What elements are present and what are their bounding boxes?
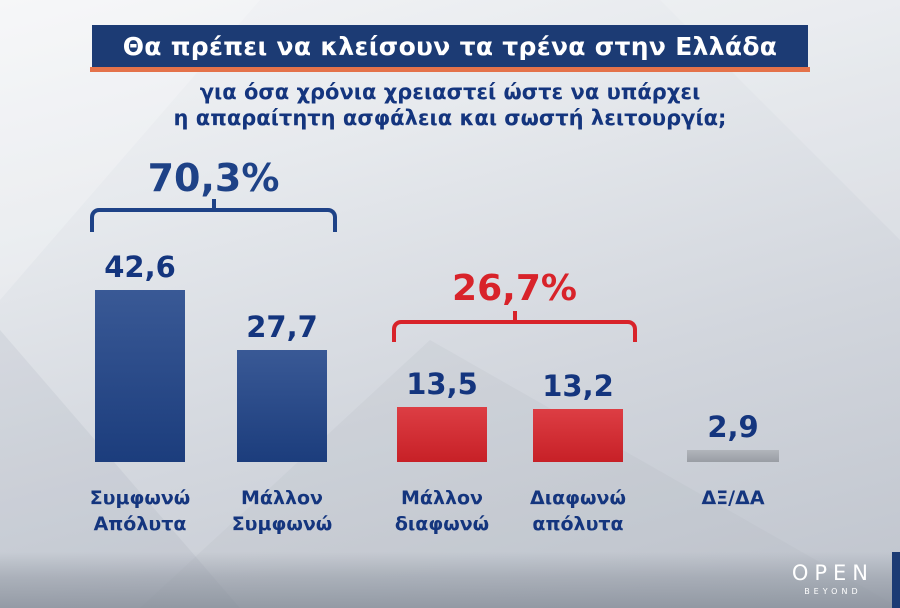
disagree-group-percentage: 26,7%: [452, 268, 577, 309]
category-line: Συμφωνώ: [89, 487, 191, 509]
bar-rather-disagree: [397, 407, 487, 462]
bar-value-label: 2,9: [707, 410, 759, 445]
category-line: διαφωνώ: [394, 512, 490, 535]
poll-subtitle-line2: η απαραίτητη ασφάλεια και σωστή λειτουργ…: [173, 106, 727, 130]
bar-rather-agree: [237, 349, 327, 462]
bar-column-disagree-absolutely: 13,2: [533, 368, 623, 462]
open-logo-tagline: BEYOND: [804, 587, 862, 596]
open-logo-text: OPEN: [791, 561, 874, 585]
bottom-band: [0, 552, 900, 608]
bar-dont-know: [687, 450, 779, 462]
category-line: Μάλλον: [240, 487, 323, 509]
bar-column-rather-agree: 27,7: [237, 310, 327, 462]
category-label-rather-agree: Μάλλον Συμφωνώ: [207, 486, 357, 537]
bar-value-label: 27,7: [246, 309, 318, 344]
bar-value-label: 42,6: [104, 249, 176, 284]
category-line: Απόλυτα: [93, 512, 187, 535]
channel-logo: OPEN BEYOND: [792, 561, 874, 596]
bar-column-rather-disagree: 13,5: [397, 367, 487, 462]
poll-subtitle-line1: για όσα χρόνια χρειαστεί ώστε να υπάρχει: [199, 80, 701, 104]
bracket-tick: [512, 311, 517, 324]
bar-column-agree-absolutely: 42,6: [95, 249, 185, 462]
agree-group-percentage: 70,3%: [147, 156, 280, 200]
category-line: Μάλλον: [400, 487, 483, 509]
category-line: ΔΞ/ΔΑ: [701, 487, 765, 509]
bar-column-dont-know: 2,9: [687, 410, 779, 462]
disagree-group-bracket: [392, 311, 637, 342]
category-line: Συμφωνώ: [231, 512, 333, 535]
bar-value-label: 13,2: [542, 368, 614, 403]
category-label-disagree-absolutely: Διαφωνώ απόλυτα: [503, 486, 653, 537]
corner-accent: [892, 552, 900, 608]
agree-group-bracket: [90, 199, 337, 232]
category-label-dont-know: ΔΞ/ΔΑ: [658, 486, 808, 512]
category-label-rather-disagree: Μάλλον διαφωνώ: [367, 486, 517, 537]
bar-disagree-absolutely: [533, 408, 623, 462]
category-label-agree-absolutely: Συμφωνώ Απόλυτα: [65, 486, 215, 537]
poll-question-title: Θα πρέπει να κλείσουν τα τρένα στην Ελλά…: [92, 25, 808, 67]
category-line: απόλυτα: [532, 512, 624, 535]
bracket-tick: [211, 199, 216, 212]
bar-agree-absolutely: [95, 289, 185, 462]
category-line: Διαφωνώ: [530, 487, 626, 509]
bar-value-label: 13,5: [406, 367, 478, 402]
accent-underline: [90, 67, 810, 72]
